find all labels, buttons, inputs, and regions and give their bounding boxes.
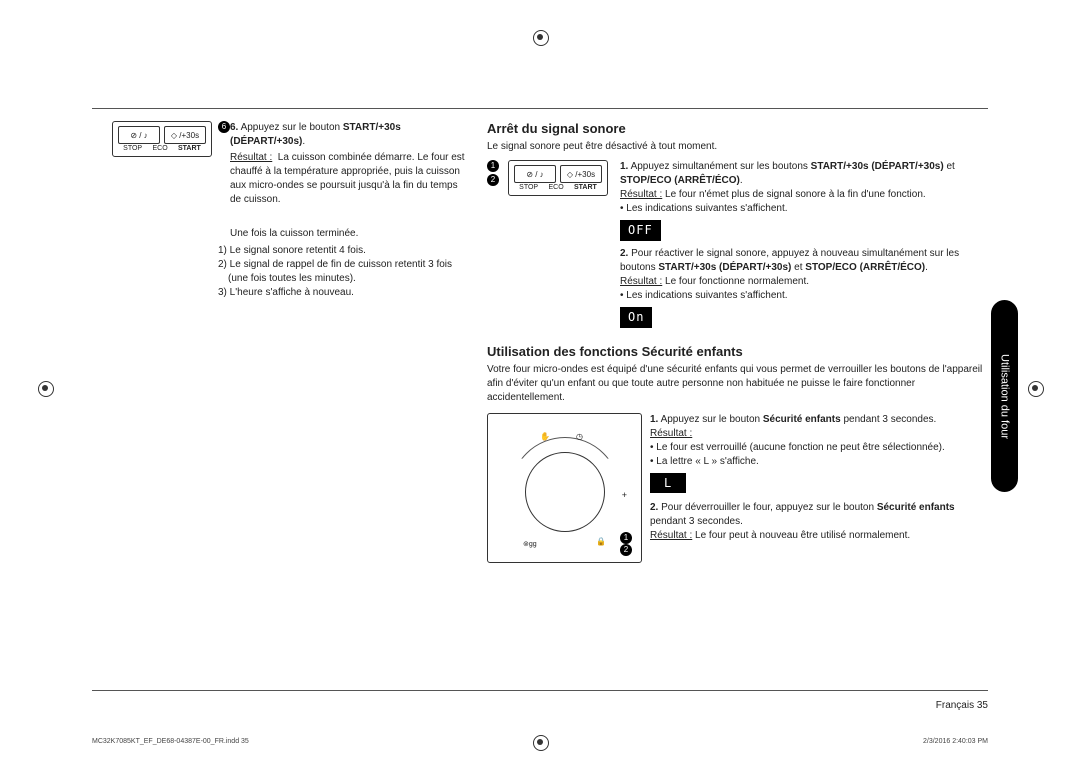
une-fois: Une fois la cuisson terminée. <box>230 227 466 241</box>
dial-figure: ✋ ◷ + ⊚gg 🔒 1 2 <box>487 413 642 563</box>
button-panel-left: ⊘ / ♪ ◇ /+30s STOP ECO START <box>112 121 212 157</box>
display-off: OFF <box>620 220 661 241</box>
start-slot-2: ◇ /+30s <box>560 165 602 183</box>
stop-eco-slot: ⊘ / ♪ <box>118 126 160 144</box>
eco-label: ECO <box>152 145 167 152</box>
start-label: START <box>178 145 201 152</box>
signal-step1: 1. Appuyez simultanément sur les boutons… <box>620 160 960 328</box>
registration-mark-right <box>1028 381 1042 395</box>
lock-icon: 🔒 <box>596 537 606 546</box>
eco-label-2: ECO <box>548 184 563 191</box>
child-steps: 1. Appuyez sur le bouton Sécurité enfant… <box>650 413 970 544</box>
list-item-3: 3) L'heure s'affiche à nouveau. <box>228 286 466 300</box>
resultat-label: Résultat : <box>230 152 272 163</box>
child-title: Utilisation des fonctions Sécurité enfan… <box>487 344 987 359</box>
registration-mark-bottom <box>533 735 547 749</box>
display-L: L <box>650 473 686 494</box>
clock-icon: ◷ <box>576 432 583 441</box>
signal-step2: 2. Pour réactiver le signal sonore, appu… <box>620 247 960 328</box>
hand-icon: ✋ <box>540 432 550 441</box>
registration-mark-top <box>533 30 547 44</box>
stop-label-2: STOP <box>519 184 538 191</box>
button-panel-signal: ⊘ / ♪ ◇ /+30s STOP ECO START <box>508 160 608 196</box>
side-tab-label: Utilisation du four <box>999 354 1011 439</box>
page-number: Français 35 <box>936 700 988 711</box>
list-item-1: 1) Le signal sonore retentit 4 fois. <box>228 244 466 258</box>
stop-label: STOP <box>123 145 142 152</box>
stop-eco-slot-2: ⊘ / ♪ <box>514 165 556 183</box>
child-bullet-1: Le four est verrouillé (aucune fonction … <box>650 441 970 455</box>
gg-icon: ⊚gg <box>523 540 537 548</box>
start-slot: ◇ /+30s <box>164 126 206 144</box>
signal-intro: Le signal sonore peut être désactivé à t… <box>487 140 987 154</box>
registration-mark-left <box>38 381 52 395</box>
page-content: ⊘ / ♪ ◇ /+30s STOP ECO START 6 6. Appuye… <box>92 108 988 676</box>
left-column: ⊘ / ♪ ◇ /+30s STOP ECO START 6 6. Appuye… <box>112 121 464 300</box>
bottom-rule <box>92 690 988 691</box>
right-column: Arrêt du signal sonore Le signal sonore … <box>487 121 987 563</box>
signal-badge-2: 2 <box>487 174 499 186</box>
footer-left: MC32K7085KT_EF_DE68-04387E-00_FR.indd 35 <box>92 738 249 745</box>
plus-icon: + <box>622 490 627 500</box>
list-item-2: 2) Le signal de rappel de fin de cuisson… <box>228 258 466 286</box>
signal-bullet-2: Les indications suivantes s'affichent. <box>620 289 960 303</box>
signal-bullet-1: Les indications suivantes s'affichent. <box>620 202 960 216</box>
signal-title: Arrêt du signal sonore <box>487 121 987 136</box>
child-intro: Votre four micro-ondes est équipé d'une … <box>487 363 987 405</box>
start-label-2: START <box>574 184 597 191</box>
side-tab: Utilisation du four <box>991 300 1018 492</box>
display-on: On <box>620 307 652 328</box>
dial-badge-2: 2 <box>620 544 632 556</box>
child-bullet-2: La lettre « L » s'affiche. <box>650 455 970 469</box>
step-badge-6: 6 <box>218 121 230 133</box>
dial-badge-1: 1 <box>620 532 632 544</box>
footer-right: 2/3/2016 2:40:03 PM <box>923 738 988 745</box>
signal-badge-1: 1 <box>487 160 499 172</box>
step6-text: 6. Appuyez sur le bouton START/+30s (DÉP… <box>230 121 466 207</box>
